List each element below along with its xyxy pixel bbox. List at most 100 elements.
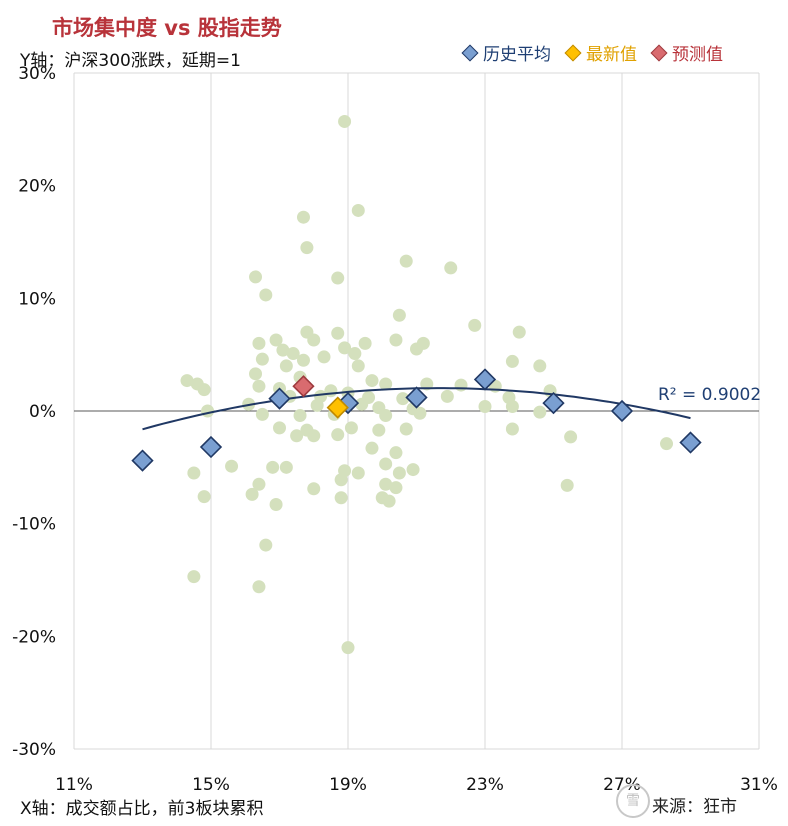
scatter-point xyxy=(255,352,269,366)
history-average-marker xyxy=(473,368,497,391)
scatter-point xyxy=(266,460,280,474)
scatter-point xyxy=(300,241,314,255)
y-tick-label: 30% xyxy=(18,64,56,84)
scatter-point xyxy=(351,359,365,373)
scatter-point xyxy=(440,389,454,403)
legend-label-history: 历史平均 xyxy=(483,45,551,65)
scatter-point xyxy=(331,326,345,340)
scatter-point xyxy=(505,399,519,413)
scatter-point xyxy=(348,347,362,361)
scatter-point xyxy=(389,481,403,495)
scatter-point xyxy=(269,333,283,347)
scatter-point xyxy=(365,441,379,455)
scatter-point xyxy=(379,409,393,423)
scatter-point xyxy=(269,498,283,512)
legend-label-forecast: 预测值 xyxy=(672,45,723,65)
y-tick-label: -30% xyxy=(12,740,56,760)
scatter-point xyxy=(307,429,321,443)
scatter-point xyxy=(365,374,379,388)
scatter-point xyxy=(379,477,393,491)
scatter-point xyxy=(249,270,263,284)
scatter-point xyxy=(478,399,492,413)
scatter-point xyxy=(259,288,273,302)
scatter-point xyxy=(344,421,358,435)
history-average-marker xyxy=(610,399,634,423)
legend: 历史平均 最新值 预测值 xyxy=(461,40,723,65)
latest-value-marker xyxy=(326,396,349,419)
scatter-point xyxy=(252,580,266,594)
scatter-point xyxy=(560,478,574,492)
scatter-point xyxy=(249,367,263,381)
watermark-logo: 雪 xyxy=(616,784,650,818)
scatter-point xyxy=(392,308,406,322)
scatter-point xyxy=(338,114,352,128)
history-average-marker xyxy=(679,431,702,454)
scatter-point xyxy=(197,490,211,504)
x-tick-label: 19% xyxy=(329,775,367,795)
scatter-point xyxy=(307,482,321,496)
scatter-point xyxy=(252,336,266,350)
scatter-point xyxy=(252,379,266,393)
scatter-point xyxy=(338,341,352,355)
history-average-marker xyxy=(131,449,154,472)
scatter-point xyxy=(533,359,547,373)
scatter-point xyxy=(389,333,403,347)
series-markers xyxy=(131,368,702,472)
legend-item-history: 历史平均 xyxy=(461,40,551,65)
scatter-points xyxy=(180,114,674,655)
x-tick-label: 11% xyxy=(55,775,93,795)
scatter-point xyxy=(279,460,293,474)
scatter-point xyxy=(310,398,324,412)
scatter-point xyxy=(317,350,331,364)
scatter-point xyxy=(334,491,348,505)
y-tick-label: 10% xyxy=(18,289,56,309)
scatter-point xyxy=(293,409,307,423)
scatter-point xyxy=(276,343,290,357)
scatter-point xyxy=(533,405,547,419)
scatter-point xyxy=(351,466,365,480)
source-label: 来源：狂市 xyxy=(652,797,737,817)
scatter-point xyxy=(444,261,458,275)
scatter-point xyxy=(379,377,393,391)
scatter-point xyxy=(399,422,413,436)
scatter-point xyxy=(331,428,345,442)
chart-title: 市场集中度 vs 股指走势 xyxy=(52,16,282,40)
scatter-point xyxy=(406,463,420,477)
scatter-point xyxy=(454,378,468,392)
scatter-point xyxy=(331,271,345,285)
x-axis-note: X轴：成交额占比，前3板块累积 xyxy=(20,799,264,819)
x-tick-label: 15% xyxy=(192,775,230,795)
tick-labels: 11% 15% 19% 23% 27% 31%30%20%10%0%-10%-20%-30… xyxy=(12,64,778,795)
scatter-point xyxy=(279,359,293,373)
scatter-point xyxy=(379,457,393,471)
scatter-point xyxy=(505,354,519,368)
scatter-point xyxy=(197,383,211,397)
y-tick-label: -10% xyxy=(12,515,56,535)
history-average-marker xyxy=(405,386,428,409)
scatter-point xyxy=(564,430,578,444)
y-tick-label: 0% xyxy=(29,402,56,422)
legend-item-forecast: 预测值 xyxy=(650,40,723,65)
scatter-point xyxy=(399,254,413,268)
scatter-point xyxy=(358,336,372,350)
scatter-point xyxy=(286,347,300,361)
scatter-point xyxy=(355,397,369,411)
scatter-point xyxy=(351,203,365,217)
scatter-point xyxy=(505,422,519,436)
scatter-point xyxy=(334,473,348,487)
legend-item-latest: 最新值 xyxy=(564,40,637,65)
forecast-marker xyxy=(292,375,315,398)
scatter-point xyxy=(396,392,410,406)
history-average-marker xyxy=(542,391,565,415)
scatter-point xyxy=(259,538,273,552)
scatter-point xyxy=(307,333,321,347)
scatter-point xyxy=(187,466,201,480)
scatter-point xyxy=(180,374,194,388)
y-axis-note: Y轴：沪深300涨跌，延期=1 xyxy=(20,51,241,71)
legend-label-latest: 最新值 xyxy=(586,45,637,65)
y-tick-label: 20% xyxy=(18,177,56,197)
scatter-point xyxy=(252,477,266,491)
r-squared-label: R² = 0.9002 xyxy=(658,385,761,405)
scatter-point xyxy=(296,210,310,224)
